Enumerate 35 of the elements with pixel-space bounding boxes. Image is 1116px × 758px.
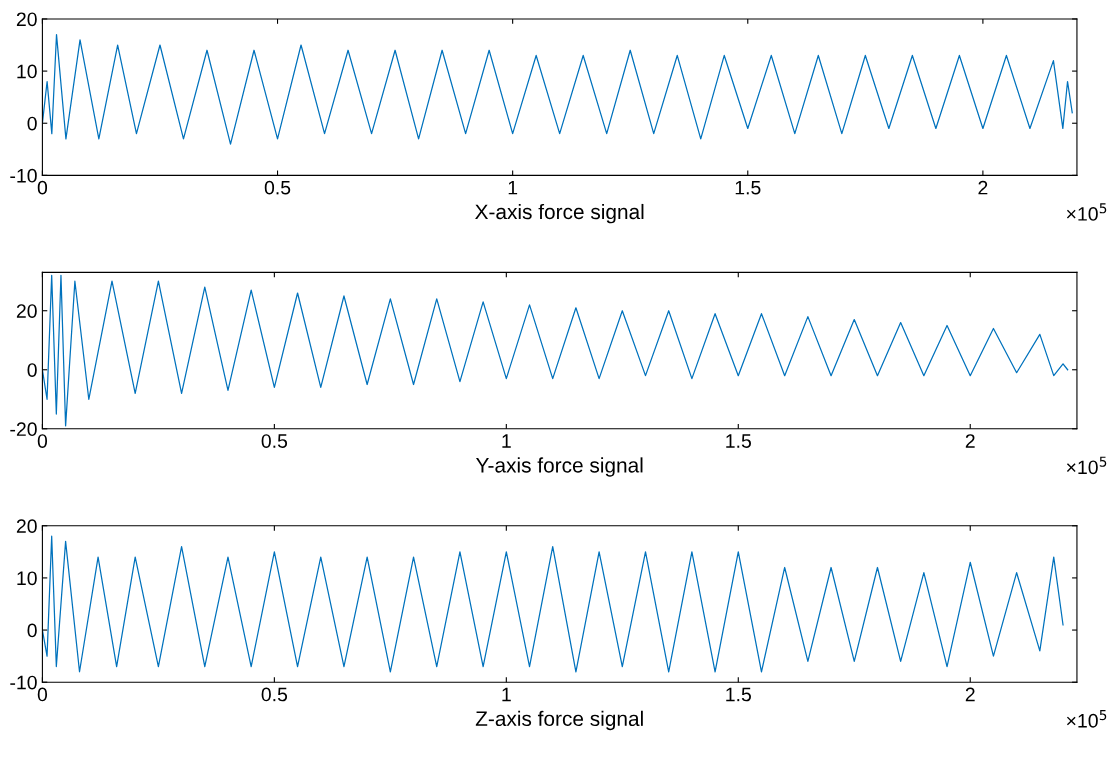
- x-tick-label: 2: [978, 180, 988, 195]
- x-tick-label: 1: [502, 687, 511, 702]
- y-tick-label: 20: [16, 519, 37, 534]
- y-tick-label: 0: [27, 116, 37, 131]
- line-series: [42, 33, 1073, 145]
- y-tick-label: -10: [10, 675, 37, 690]
- text: ×10$^{5}$: [1066, 456, 1107, 475]
- line-series: [42, 274, 1069, 427]
- x-axis-title: X-axis force signal: [475, 203, 644, 224]
- line-series: [42, 535, 1064, 673]
- x-tick-label: 1: [502, 434, 511, 448]
- y-tick-label: -10: [10, 168, 37, 183]
- y-tick-label: -20: [10, 422, 37, 437]
- x-axis-title: Z-axis force signal: [475, 710, 643, 731]
- x-tick-label: 0.5: [261, 434, 288, 448]
- x-tick-label: 0.5: [261, 687, 288, 702]
- x-tick-label: 1.5: [726, 687, 751, 702]
- x-tick-label: 2: [965, 687, 975, 702]
- text: ×10$^{5}$: [1066, 203, 1107, 221]
- y-tick-label: 20: [16, 12, 37, 27]
- x-tick-label: 0.5: [264, 180, 291, 195]
- y-tick-label: 10: [17, 64, 37, 79]
- x-tick-label: 0: [37, 687, 48, 702]
- y-tick-label: 10: [17, 571, 37, 586]
- x-tick-label: 0: [37, 434, 48, 448]
- x-tick-label: 2: [965, 434, 975, 448]
- x-tick-label: 1.5: [735, 180, 761, 195]
- y-tick-label: 20: [16, 304, 37, 318]
- x-tick-label: 1.5: [726, 434, 751, 448]
- text: ×10$^{5}$: [1066, 710, 1107, 728]
- x-tick-label: 0: [37, 180, 48, 195]
- x-axis-title: Y-axis force signal: [475, 457, 643, 477]
- x-tick-label: 1: [508, 180, 518, 195]
- y-tick-label: 0: [27, 623, 37, 638]
- y-tick-label: 0: [27, 363, 37, 377]
